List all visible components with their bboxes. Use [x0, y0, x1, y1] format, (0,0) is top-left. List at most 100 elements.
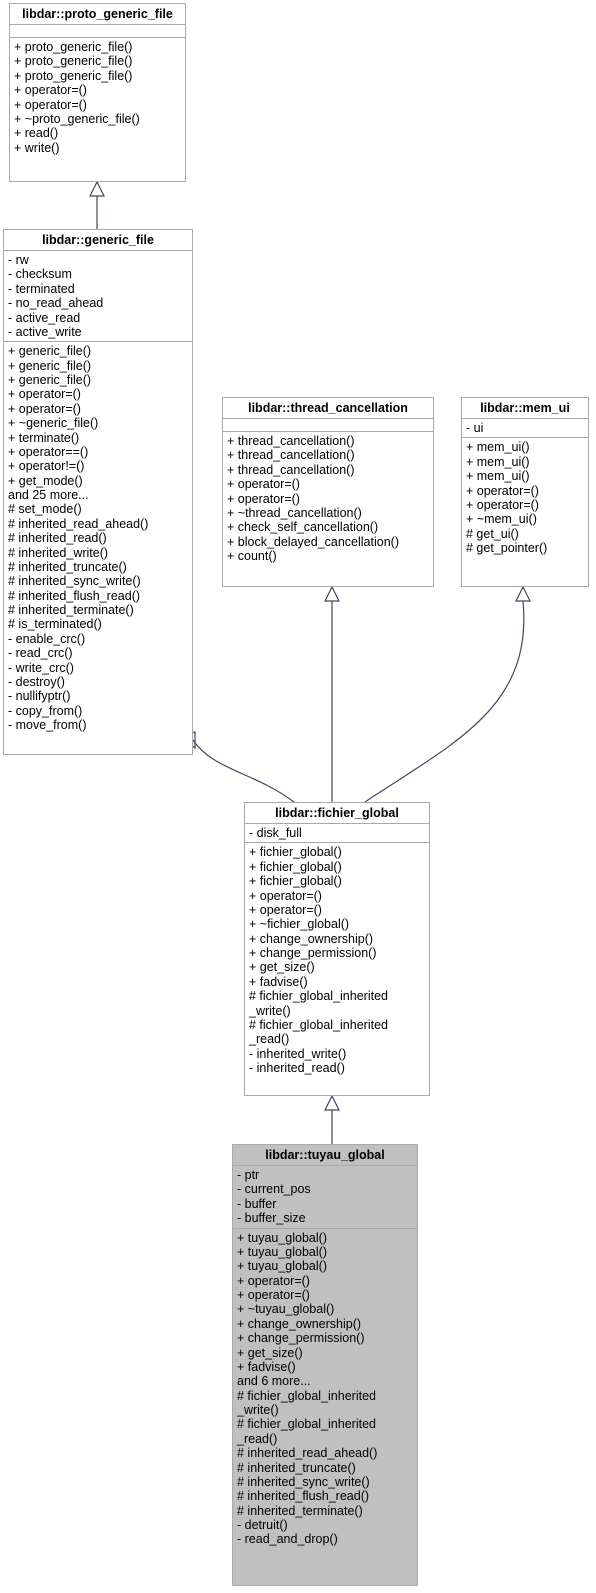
attr-section: - ui — [462, 419, 588, 438]
class-mem-ui: libdar::mem_ui - ui + mem_ui()+ mem_ui()… — [461, 397, 589, 587]
member-line: # inherited_terminate() — [8, 603, 188, 617]
member-line: # get_ui() — [466, 527, 584, 541]
member-line: + write() — [14, 141, 181, 155]
member-line: # inherited_sync_write() — [8, 574, 188, 588]
method-section: + mem_ui()+ mem_ui()+ mem_ui()+ operator… — [462, 438, 588, 557]
member-line: - active_read — [8, 311, 188, 325]
member-line: # is_terminated() — [8, 617, 188, 631]
member-line: - write_crc() — [8, 661, 188, 675]
member-line: + operator==() — [8, 445, 188, 459]
member-line: + tuyau_global() — [237, 1231, 413, 1245]
class-title: libdar::generic_file — [4, 230, 192, 251]
member-line: - checksum — [8, 267, 188, 281]
member-line: - destroy() — [8, 675, 188, 689]
member-line: + ~proto_generic_file() — [14, 112, 181, 126]
member-line: - buffer — [237, 1197, 413, 1211]
member-line: # inherited_write() — [8, 546, 188, 560]
member-line: - inherited_write() — [249, 1047, 425, 1061]
member-line: + change_permission() — [237, 1331, 413, 1345]
attr-section — [10, 25, 185, 38]
member-line: # inherited_truncate() — [8, 560, 188, 574]
member-line: + thread_cancellation() — [227, 463, 429, 477]
member-line: # set_mode() — [8, 502, 188, 516]
member-line: + tuyau_global() — [237, 1245, 413, 1259]
member-line: # inherited_sync_write() — [237, 1475, 413, 1489]
member-line: + thread_cancellation() — [227, 434, 429, 448]
class-title: libdar::proto_generic_file — [10, 4, 185, 25]
attr-section: - ptr- current_pos- buffer- buffer_size — [233, 1166, 417, 1229]
member-line: + tuyau_global() — [237, 1259, 413, 1273]
uml-canvas: libdar::proto_generic_file + proto_gener… — [0, 0, 596, 1593]
member-line: + mem_ui() — [466, 440, 584, 454]
member-line: - inherited_read() — [249, 1061, 425, 1075]
member-line: + ~fichier_global() — [249, 917, 425, 931]
member-line: + fichier_global() — [249, 845, 425, 859]
member-line: - read_and_drop() — [237, 1532, 413, 1546]
method-section: + tuyau_global()+ tuyau_global()+ tuyau_… — [233, 1229, 417, 1549]
member-line: - disk_full — [249, 826, 425, 840]
member-line: + ~tuyau_global() — [237, 1302, 413, 1316]
member-line: # fichier_global_inherited _write() — [237, 1389, 413, 1418]
member-line: + get_mode() — [8, 474, 188, 488]
member-line: + operator=() — [466, 484, 584, 498]
member-line: # inherited_read_ahead() — [8, 517, 188, 531]
method-section: + fichier_global()+ fichier_global()+ fi… — [245, 843, 429, 1077]
member-line: + generic_file() — [8, 373, 188, 387]
member-line: # inherited_truncate() — [237, 1461, 413, 1475]
method-section: + thread_cancellation()+ thread_cancella… — [223, 432, 433, 565]
member-line: + mem_ui() — [466, 455, 584, 469]
member-line: + get_size() — [237, 1346, 413, 1360]
member-line: and 25 more... — [8, 488, 188, 502]
member-line: + change_permission() — [249, 946, 425, 960]
member-line: + thread_cancellation() — [227, 448, 429, 462]
member-line: - enable_crc() — [8, 632, 188, 646]
member-line: + proto_generic_file() — [14, 54, 181, 68]
member-line: + proto_generic_file() — [14, 69, 181, 83]
member-line: # inherited_read_ahead() — [237, 1446, 413, 1460]
member-line: + operator=() — [237, 1274, 413, 1288]
class-title: libdar::tuyau_global — [233, 1145, 417, 1166]
member-line: # fichier_global_inherited _write() — [249, 989, 425, 1018]
member-line: + proto_generic_file() — [14, 40, 181, 54]
method-section: + generic_file()+ generic_file()+ generi… — [4, 342, 192, 734]
member-line: + ~thread_cancellation() — [227, 506, 429, 520]
member-line: + check_self_cancellation() — [227, 520, 429, 534]
member-line: # inherited_flush_read() — [237, 1489, 413, 1503]
member-line: + operator=() — [227, 492, 429, 506]
member-line: - nullifyptr() — [8, 689, 188, 703]
attr-section: - rw- checksum- terminated- no_read_ahea… — [4, 251, 192, 342]
member-line: # inherited_flush_read() — [8, 589, 188, 603]
member-line: + count() — [227, 549, 429, 563]
member-line: - rw — [8, 253, 188, 267]
member-line: - ptr — [237, 1168, 413, 1182]
member-line: + operator=() — [14, 98, 181, 112]
member-line: + fadvise() — [249, 975, 425, 989]
member-line: - move_from() — [8, 718, 188, 732]
member-line: - read_crc() — [8, 646, 188, 660]
class-title: libdar::mem_ui — [462, 398, 588, 419]
member-line: + operator=() — [8, 402, 188, 416]
class-proto-generic-file: libdar::proto_generic_file + proto_gener… — [9, 3, 186, 182]
member-line: + operator=() — [237, 1288, 413, 1302]
member-line: + change_ownership() — [237, 1317, 413, 1331]
member-line: - active_write — [8, 325, 188, 339]
attr-section: - disk_full — [245, 824, 429, 843]
member-line: + operator!=() — [8, 459, 188, 473]
member-line: # get_pointer() — [466, 541, 584, 555]
member-line: + ~generic_file() — [8, 416, 188, 430]
member-line: + read() — [14, 126, 181, 140]
member-line: - detruit() — [237, 1518, 413, 1532]
member-line: + operator=() — [466, 498, 584, 512]
member-line: + change_ownership() — [249, 932, 425, 946]
member-line: - ui — [466, 421, 584, 435]
member-line: + mem_ui() — [466, 469, 584, 483]
member-line: + operator=() — [14, 83, 181, 97]
member-line: # fichier_global_inherited _read() — [249, 1018, 425, 1047]
member-line: + terminate() — [8, 431, 188, 445]
member-line: - copy_from() — [8, 704, 188, 718]
class-tuyau-global: libdar::tuyau_global - ptr- current_pos-… — [232, 1144, 418, 1586]
class-title: libdar::fichier_global — [245, 803, 429, 824]
attr-section — [223, 419, 433, 432]
member-line: - terminated — [8, 282, 188, 296]
class-thread-cancellation: libdar::thread_cancellation + thread_can… — [222, 397, 434, 587]
